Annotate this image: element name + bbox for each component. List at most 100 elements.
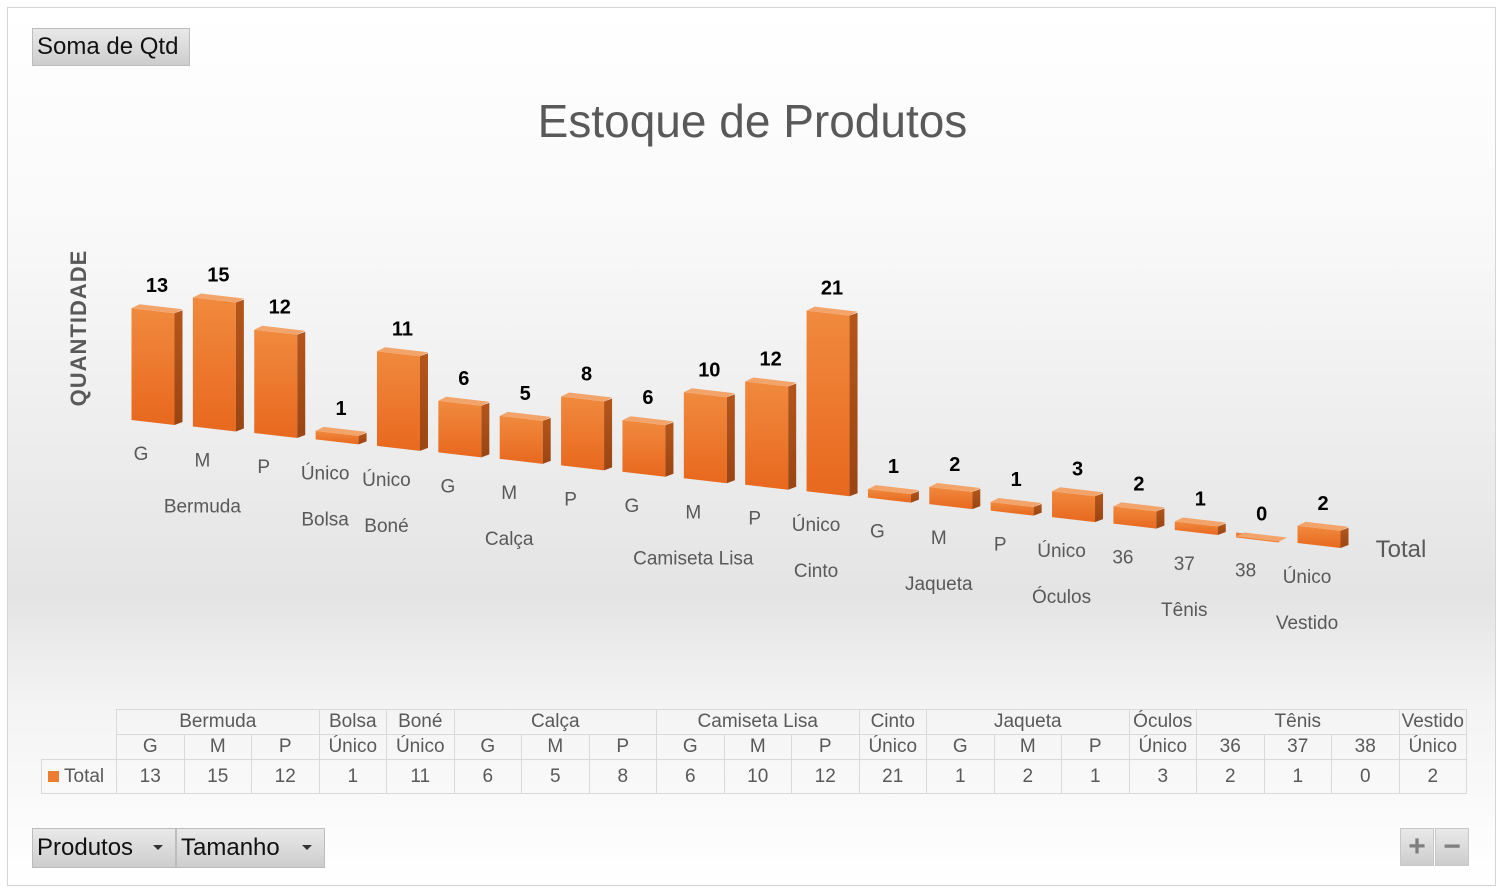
data-label: 13 xyxy=(146,275,168,297)
row-field-label: Produtos xyxy=(37,834,134,861)
data-label: 10 xyxy=(698,359,720,381)
table-size-header: P xyxy=(251,734,320,760)
row-field-button-produtos[interactable]: Produtos xyxy=(32,828,176,868)
data-label: 8 xyxy=(581,364,592,386)
data-label: 6 xyxy=(642,387,653,409)
bar-side xyxy=(726,394,735,484)
size-tick-label: G xyxy=(625,496,640,517)
bar-front xyxy=(622,420,666,477)
table-size-header: M xyxy=(993,734,1062,760)
size-tick-label: P xyxy=(994,535,1007,556)
size-tick-label: P xyxy=(257,457,270,478)
table-size-header: Único xyxy=(318,734,387,760)
bar xyxy=(1236,532,1288,543)
bar-top xyxy=(376,347,428,357)
bar-top xyxy=(745,377,797,387)
legend-key xyxy=(48,770,59,782)
table-group-header: Boné xyxy=(386,709,455,735)
table-size-header: 38 xyxy=(1331,734,1400,760)
table-size-header: G xyxy=(926,734,995,760)
bar-top xyxy=(561,392,613,402)
data-label: 3 xyxy=(1072,458,1083,480)
value-field-button[interactable]: Soma de Qtd xyxy=(32,28,190,66)
data-table: Bermuda Bolsa Boné Calça Camiseta Lisa Cinto J… xyxy=(41,709,1467,794)
bar xyxy=(683,388,735,484)
table-size-header: Único xyxy=(1128,734,1197,760)
size-tick-label: M xyxy=(194,450,210,471)
data-label: 11 xyxy=(392,318,413,340)
group-tick-label: Boné xyxy=(364,516,408,537)
table-group-header: Calça xyxy=(453,709,657,735)
table-value-cell: 2 xyxy=(1196,759,1265,794)
table-size-header: G xyxy=(116,734,185,760)
size-tick-label: M xyxy=(685,502,701,523)
bar xyxy=(745,377,797,490)
bar-side xyxy=(1156,508,1165,529)
table-size-header: G xyxy=(656,734,725,760)
bar-top xyxy=(1297,521,1349,531)
table-group-header: Bolsa xyxy=(318,709,387,735)
bar-front xyxy=(438,400,482,458)
value-field-label: Soma de Qtd xyxy=(37,33,179,60)
size-tick-label: G xyxy=(870,522,885,543)
bar-side xyxy=(174,310,183,425)
group-tick-label: Calça xyxy=(485,529,534,550)
data-label: 1 xyxy=(888,456,899,478)
bar xyxy=(806,306,858,497)
bar xyxy=(561,392,613,471)
size-tick-label: 37 xyxy=(1174,554,1195,575)
bar xyxy=(499,411,551,464)
table-value-cell: 12 xyxy=(791,759,860,794)
bar-front xyxy=(376,351,420,451)
table-size-header: 37 xyxy=(1263,734,1332,760)
bar xyxy=(315,426,367,445)
table-value-cell: 6 xyxy=(453,759,522,794)
bar-side xyxy=(665,422,674,477)
size-tick-label: Único xyxy=(792,514,841,536)
data-label: 6 xyxy=(458,368,469,390)
row-field-button-tamanho[interactable]: Tamanho xyxy=(176,828,325,868)
table-value-cell: 10 xyxy=(723,759,792,794)
bar-front xyxy=(1113,506,1157,529)
expand-field-button[interactable]: + xyxy=(1400,828,1434,866)
bar xyxy=(1297,521,1349,548)
table-value-cell: 3 xyxy=(1128,759,1197,794)
plus-icon: + xyxy=(1408,830,1426,863)
data-label: 1 xyxy=(1011,469,1022,491)
bar-side xyxy=(419,353,428,451)
bar-front xyxy=(806,310,850,497)
bar-top xyxy=(438,396,490,406)
data-label: 2 xyxy=(949,454,960,476)
group-tick-label: Camiseta Lisa xyxy=(633,548,754,569)
table-value-cell: 11 xyxy=(386,759,455,794)
table-size-header: P xyxy=(791,734,860,760)
bar xyxy=(990,498,1042,516)
chart-title: Estoque de Produtos xyxy=(537,95,968,147)
bar-top xyxy=(1236,532,1288,542)
size-tick-label: Único xyxy=(1037,540,1086,562)
bar-top xyxy=(131,304,183,314)
bar-front xyxy=(1052,491,1096,523)
dropdown-arrow-icon xyxy=(302,845,312,850)
table-group-header: Camiseta Lisa xyxy=(656,709,860,735)
size-tick-label: P xyxy=(564,489,577,510)
bar-side xyxy=(481,402,490,458)
table-size-header: Único xyxy=(858,734,927,760)
table-corner xyxy=(42,735,117,760)
size-tick-label: G xyxy=(134,444,149,465)
collapse-field-button[interactable]: − xyxy=(1435,828,1469,866)
bar-front xyxy=(192,297,236,432)
group-tick-label: Cinto xyxy=(794,561,838,582)
table-size-header: P xyxy=(1061,734,1130,760)
depth-axis-label: Total xyxy=(1376,536,1427,563)
size-tick-label: Único xyxy=(362,469,411,491)
bar-side xyxy=(235,299,244,432)
group-tick-label: Óculos xyxy=(1032,586,1091,608)
table-value-cell: 21 xyxy=(858,759,927,794)
table-value-cell: 6 xyxy=(656,759,725,794)
group-tick-label: Bermuda xyxy=(164,496,242,517)
table-value-cell: 8 xyxy=(588,759,657,794)
bar-top xyxy=(1113,502,1165,512)
bar-side xyxy=(1033,504,1042,516)
